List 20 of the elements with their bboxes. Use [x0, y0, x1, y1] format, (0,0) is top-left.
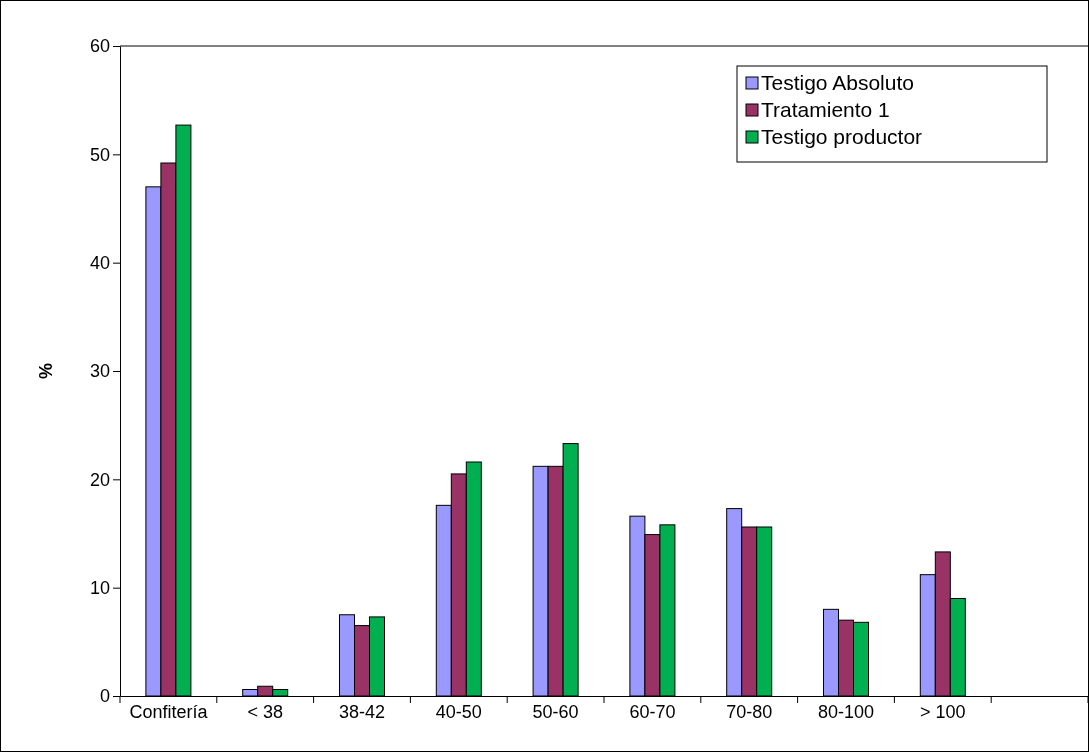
legend-label: Tratamiento 1 — [761, 98, 890, 121]
x-tick-label: > 100 — [920, 701, 966, 722]
y-tick-label: 30 — [89, 361, 110, 382]
x-tick-label: 80-100 — [817, 701, 875, 722]
y-tick-label: 40 — [89, 252, 110, 273]
y-tick-label: 60 — [89, 36, 110, 57]
y-tick-label: 50 — [89, 144, 110, 165]
x-tick-label: 50-60 — [532, 701, 579, 722]
x-tick-label: Confitería — [129, 701, 209, 722]
y-tick-label: 10 — [89, 577, 110, 598]
y-tick-label: 0 — [99, 686, 110, 707]
legend-label: Testigo Absoluto — [761, 71, 914, 94]
x-tick-label: 40-50 — [435, 701, 482, 722]
x-tick-label: 60-70 — [629, 701, 676, 722]
y-tick-label: 20 — [89, 469, 110, 490]
legend-label: Testigo productor — [761, 125, 923, 148]
y-axis-title: % — [36, 362, 56, 380]
x-tick-label: < 38 — [247, 701, 283, 722]
x-tick-label: 70-80 — [726, 701, 773, 722]
x-tick-label: 38-42 — [338, 701, 386, 722]
